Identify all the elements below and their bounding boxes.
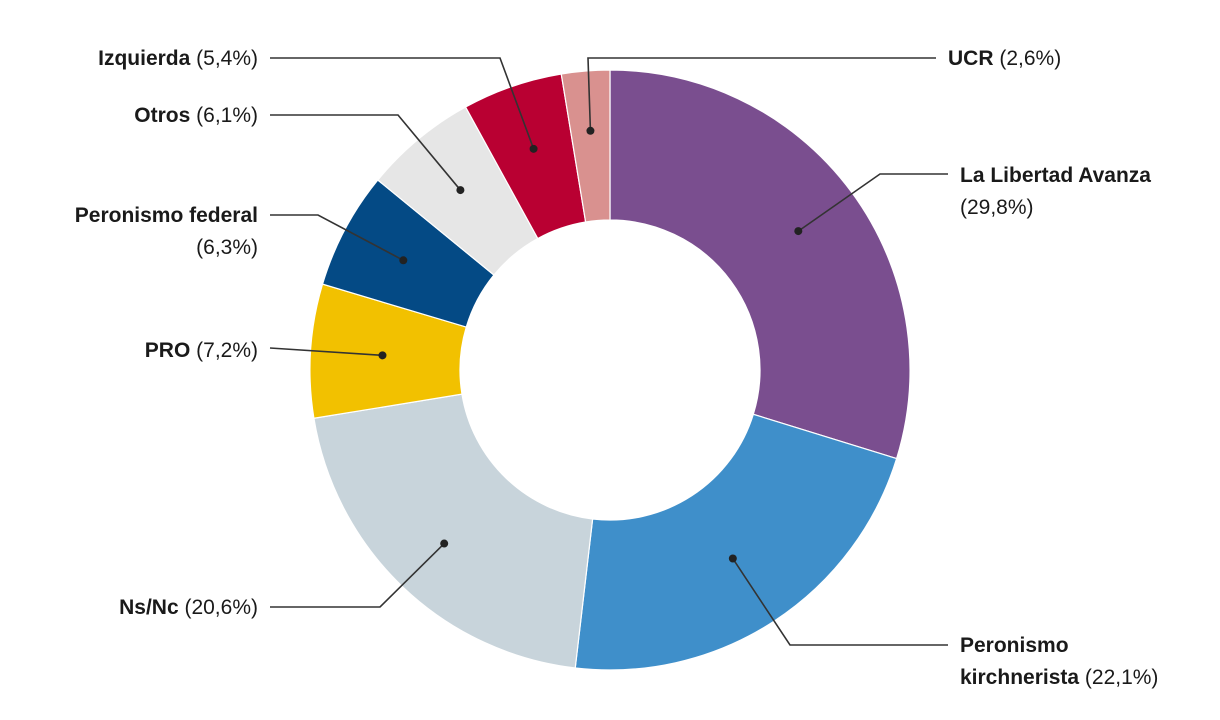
label-otros: Otros (6,1%)	[134, 104, 258, 127]
leader-dot-pro	[378, 351, 387, 360]
slice-peronismo-kirchnerista	[574, 413, 898, 671]
label-pro: PRO (7,2%)	[145, 339, 258, 362]
slice-la-libertad-avanza	[609, 69, 911, 460]
leader-dot-otros	[456, 186, 465, 195]
labels-group: La Libertad Avanza (29,8%) Peronismo kirchn…	[75, 47, 1159, 689]
leader-line-otros	[270, 114, 462, 191]
slice-ns-nc	[313, 393, 594, 669]
label-izquierda: Izquierda (5,4%)	[98, 47, 258, 70]
label-ns-nc: Ns/Nc (20,6%)	[119, 596, 258, 619]
leader-line-izquierda	[270, 57, 535, 150]
leader-dot-ns-nc	[440, 539, 449, 548]
slice-ucr	[560, 69, 611, 223]
leader-dot-la-libertad-avanza	[794, 227, 803, 236]
slices-group	[309, 69, 911, 671]
leader-dot-peronismo-kirchnerista	[728, 554, 737, 563]
label-ucr: UCR (2,6%)	[948, 47, 1061, 70]
leader-line-pro	[269, 347, 383, 357]
label-peronismo-federal: Peronismo federal (6,3%)	[75, 204, 258, 259]
leader-dot-izquierda	[529, 144, 538, 153]
leader-line-ucr	[587, 57, 936, 131]
leaders-group	[269, 57, 948, 646]
label-la-libertad-avanza: La Libertad Avanza (29,8%)	[960, 164, 1151, 219]
leader-line-peronismo-federal	[270, 214, 404, 261]
label-peronismo-kirchnerista: Peronismo kirchnerista (22,1%)	[960, 634, 1158, 689]
leader-line-peronismo-kirchnerista	[732, 558, 948, 646]
leader-dot-peronismo-federal	[399, 256, 408, 265]
leader-dot-ucr	[586, 126, 595, 135]
leader-line-ns-nc	[270, 542, 445, 608]
leader-line-la-libertad-avanza	[797, 173, 948, 232]
